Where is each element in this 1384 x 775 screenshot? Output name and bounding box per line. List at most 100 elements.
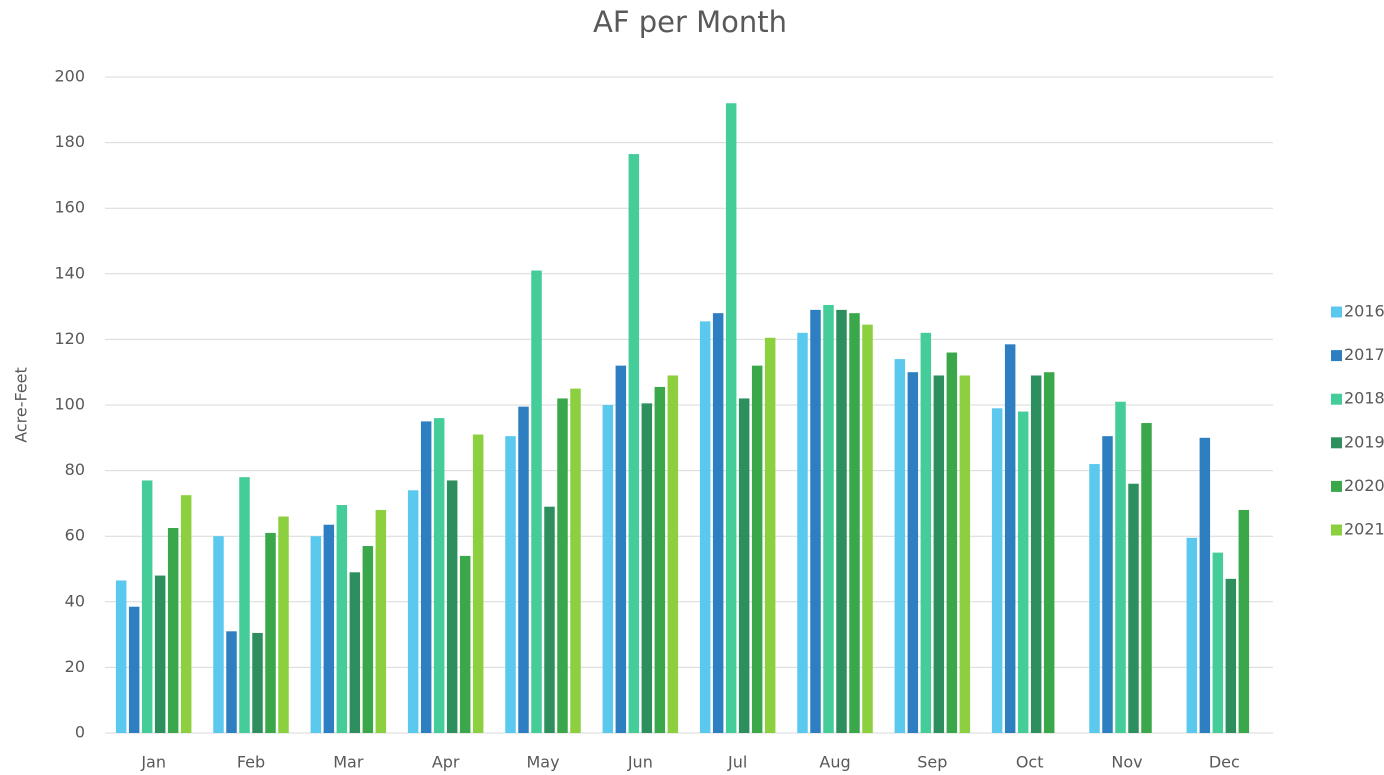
- bar: [115, 580, 127, 733]
- legend-swatch: [1331, 306, 1342, 318]
- bar: [505, 436, 516, 733]
- y-tick-label: 180: [54, 132, 85, 151]
- legend-swatch: [1331, 350, 1342, 362]
- bar: [1238, 509, 1250, 733]
- bar: [1199, 437, 1211, 733]
- bar: [920, 332, 932, 733]
- bar: [836, 309, 847, 733]
- bar: [1089, 464, 1100, 733]
- bar: [336, 505, 348, 733]
- bar: [862, 324, 873, 733]
- bar: [459, 555, 471, 733]
- bar: [751, 365, 763, 733]
- legend-swatch: [1331, 393, 1342, 405]
- bar: [641, 403, 653, 733]
- bar: [1017, 411, 1029, 733]
- x-tick-label: Aug: [819, 753, 850, 772]
- bar: [667, 375, 679, 733]
- x-tick-label: Jul: [727, 753, 747, 772]
- bar: [472, 434, 484, 733]
- bar: [446, 480, 458, 733]
- x-tick-label: Jan: [140, 753, 166, 772]
- legend-swatch: [1331, 480, 1342, 492]
- bar: [570, 388, 581, 733]
- legend-label: 2021: [1344, 520, 1384, 539]
- x-tick-label: Sep: [917, 753, 947, 772]
- bar: [1212, 552, 1224, 733]
- bar: [1004, 344, 1016, 733]
- legend-label: 2017: [1344, 345, 1384, 364]
- bar: [557, 398, 568, 733]
- y-tick-label: 0: [75, 723, 85, 742]
- bar: [907, 372, 919, 733]
- bar: [1030, 375, 1042, 733]
- bar: [602, 405, 614, 733]
- bar: [180, 495, 192, 733]
- x-tick-label: May: [526, 753, 559, 772]
- bar: [407, 490, 419, 733]
- bar: [278, 516, 289, 733]
- legend-label: 2018: [1344, 389, 1384, 408]
- legend-label: 2019: [1344, 432, 1384, 451]
- bar: [167, 528, 179, 733]
- bar: [849, 313, 860, 733]
- x-tick-label: Mar: [333, 753, 364, 772]
- legend-label: 2016: [1344, 302, 1384, 321]
- bar: [615, 365, 627, 733]
- y-tick-label: 40: [65, 591, 85, 610]
- bar: [226, 631, 237, 733]
- bar: [518, 406, 529, 733]
- bar: [810, 309, 821, 733]
- y-tick-label: 80: [65, 460, 85, 479]
- bar: [323, 524, 335, 733]
- bar: [154, 575, 166, 733]
- chart-title: AF per Month: [593, 5, 787, 39]
- bar: [1186, 537, 1198, 733]
- x-tick-label: Feb: [237, 753, 265, 772]
- bar: [1115, 401, 1126, 733]
- bar: [265, 532, 276, 733]
- y-tick-label: 200: [54, 67, 85, 86]
- bar: [531, 270, 542, 733]
- x-tick-label: Dec: [1209, 753, 1240, 772]
- bar: [933, 375, 945, 733]
- legend-label: 2020: [1344, 476, 1384, 495]
- x-tick-label: Oct: [1016, 753, 1044, 772]
- bar: [433, 418, 445, 733]
- bar: [544, 506, 555, 733]
- bar: [239, 477, 250, 733]
- bar: [1102, 436, 1113, 733]
- y-tick-label: 60: [65, 526, 85, 545]
- bar: [797, 332, 808, 733]
- bar: [946, 352, 958, 733]
- bar: [628, 154, 640, 733]
- y-tick-label: 20: [65, 657, 85, 676]
- bar: [213, 536, 224, 733]
- bar: [738, 398, 750, 733]
- legend-swatch: [1331, 437, 1342, 449]
- bar: [712, 313, 724, 733]
- bar: [654, 386, 666, 733]
- bar: [420, 421, 432, 733]
- y-tick-label: 140: [54, 263, 85, 282]
- bar: [894, 359, 906, 733]
- legend-swatch: [1331, 524, 1342, 536]
- y-tick-label: 160: [54, 198, 85, 217]
- bar: [1141, 423, 1152, 733]
- bar: [699, 321, 711, 733]
- bar: [725, 103, 737, 734]
- bar: [823, 304, 834, 733]
- x-tick-label: Jun: [627, 753, 653, 772]
- y-axis-label: Acre-Feet: [12, 367, 31, 443]
- bar: [1225, 578, 1237, 733]
- bar: [1128, 483, 1139, 733]
- y-tick-label: 100: [54, 395, 85, 414]
- bar: [349, 572, 361, 733]
- y-tick-label: 120: [54, 329, 85, 348]
- bar: [764, 337, 776, 733]
- bar: [991, 408, 1003, 733]
- bar: [141, 480, 153, 733]
- x-tick-label: Nov: [1111, 753, 1142, 772]
